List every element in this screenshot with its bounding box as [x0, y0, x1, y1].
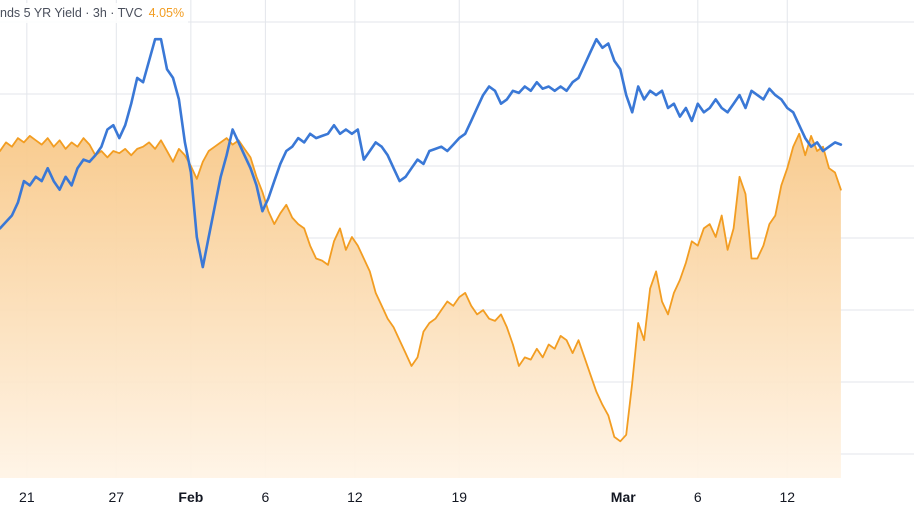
x-tick-label: 6 — [262, 489, 270, 505]
orange-series-area — [0, 133, 841, 479]
x-tick-label: 6 — [694, 489, 702, 505]
lines — [0, 37, 843, 443]
x-tick-label: Mar — [611, 489, 636, 505]
series-legend: nds 5 YR Yield · 3h · TVC 4.05% — [0, 3, 189, 23]
legend-label: nds 5 YR Yield · 3h · TVC — [0, 6, 143, 20]
blue-series-line — [0, 37, 843, 269]
legend-value: 4.05% — [148, 6, 185, 20]
x-axis: 21 27 Feb 6 12 19 Mar 6 12 — [19, 489, 795, 505]
x-tick-label: 19 — [451, 489, 467, 505]
x-tick-label: 12 — [347, 489, 363, 505]
orange-area — [0, 133, 841, 479]
x-tick-label: Feb — [178, 489, 203, 505]
x-tick-label: 21 — [19, 489, 35, 505]
orange-series-line — [0, 132, 842, 443]
x-tick-label: 27 — [109, 489, 125, 505]
x-tick-label: 12 — [779, 489, 795, 505]
